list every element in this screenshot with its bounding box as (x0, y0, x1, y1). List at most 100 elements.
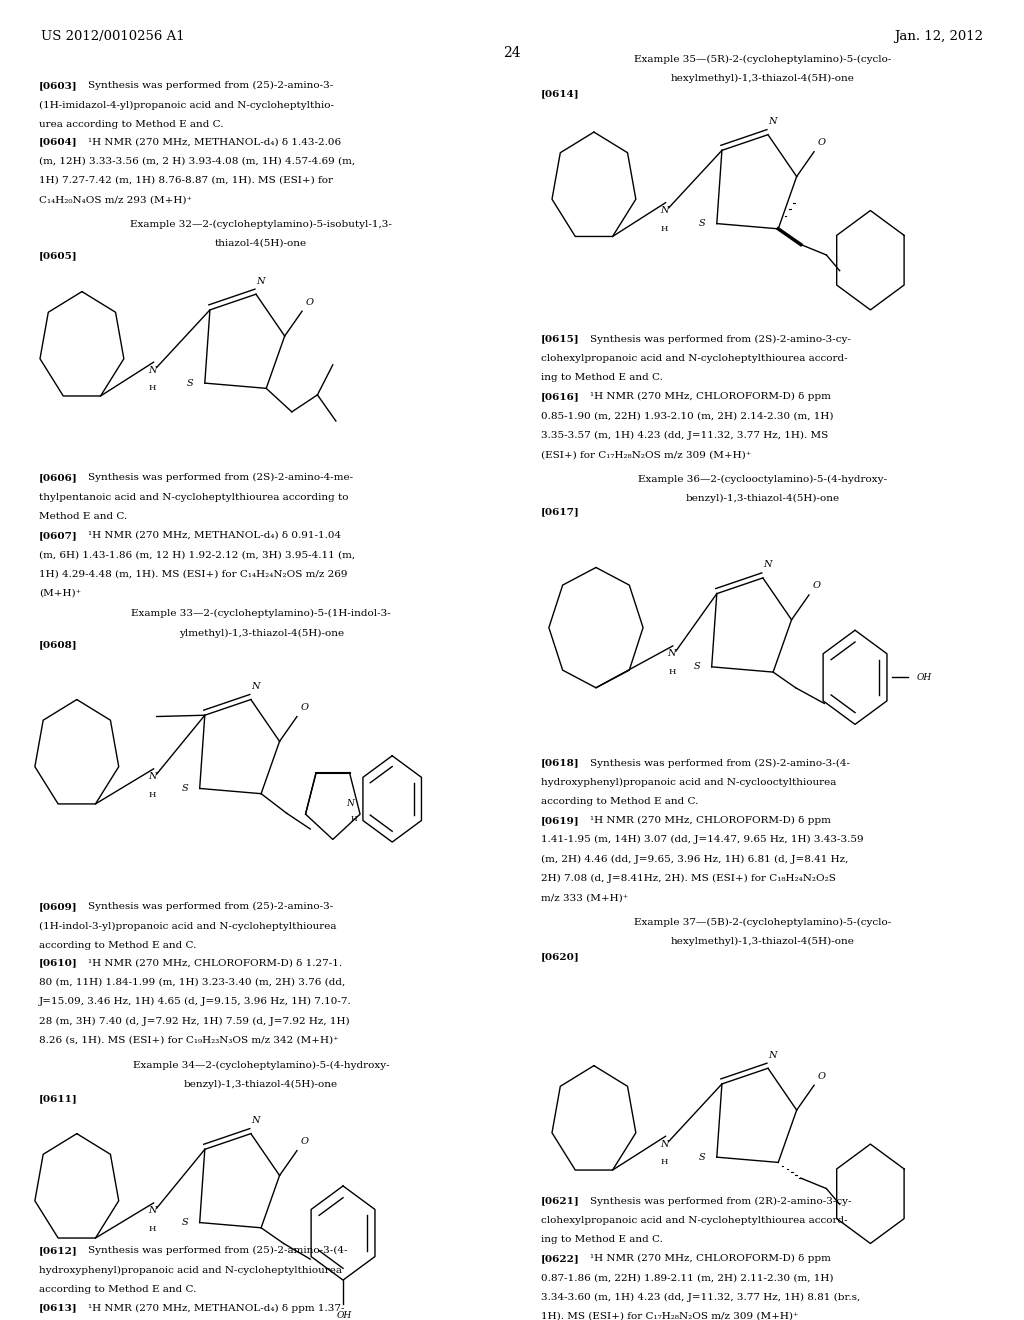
Text: [0611]: [0611] (39, 1094, 78, 1104)
Text: 0.85-1.90 (m, 22H) 1.93-2.10 (m, 2H) 2.14-2.30 (m, 1H): 0.85-1.90 (m, 22H) 1.93-2.10 (m, 2H) 2.1… (541, 412, 834, 421)
Text: ing to Method E and C.: ing to Method E and C. (541, 374, 663, 383)
Text: N: N (660, 1139, 669, 1148)
Text: H: H (350, 816, 357, 824)
Text: ¹H NMR (270 MHz, CHLOROFORM-D) δ ppm: ¹H NMR (270 MHz, CHLOROFORM-D) δ ppm (590, 392, 830, 401)
Text: [0618]: [0618] (541, 759, 580, 767)
Text: hexylmethyl)-1,3-thiazol-4(5H)-one: hexylmethyl)-1,3-thiazol-4(5H)-one (671, 74, 855, 83)
Text: Example 37—(5B)-2-(cycloheptylamino)-5-(cyclo-: Example 37—(5B)-2-(cycloheptylamino)-5-(… (634, 917, 892, 927)
Text: [0612]: [0612] (39, 1246, 78, 1255)
Text: according to Method E and C.: according to Method E and C. (39, 1284, 197, 1294)
Text: hexylmethyl)-1,3-thiazol-4(5H)-one: hexylmethyl)-1,3-thiazol-4(5H)-one (671, 937, 855, 946)
Text: 1H) 4.29-4.48 (m, 1H). MS (ESI+) for C₁₄H₂₄N₂OS m/z 269: 1H) 4.29-4.48 (m, 1H). MS (ESI+) for C₁₄… (39, 569, 347, 578)
Text: [0620]: [0620] (541, 952, 580, 961)
Text: 8.26 (s, 1H). MS (ESI+) for C₁₉H₂₃N₃OS m/z 342 (M+H)⁺: 8.26 (s, 1H). MS (ESI+) for C₁₉H₂₃N₃OS m… (39, 1036, 339, 1045)
Text: N: N (251, 1117, 259, 1125)
Text: ing to Method E and C.: ing to Method E and C. (541, 1236, 663, 1245)
Text: Example 33—2-(cycloheptylamino)-5-(1H-indol-3-: Example 33—2-(cycloheptylamino)-5-(1H-in… (131, 610, 391, 619)
Text: [0616]: [0616] (541, 392, 580, 401)
Text: 1H) 7.27-7.42 (m, 1H) 8.76-8.87 (m, 1H). MS (ESI+) for: 1H) 7.27-7.42 (m, 1H) 8.76-8.87 (m, 1H).… (39, 176, 333, 185)
Text: [0608]: [0608] (39, 640, 78, 649)
Text: S: S (187, 379, 194, 388)
Text: clohexylpropanoic acid and N-cycloheptylthiourea accord-: clohexylpropanoic acid and N-cycloheptyl… (541, 354, 847, 363)
Text: Synthesis was performed from (2S)-2-amino-4-me-: Synthesis was performed from (2S)-2-amin… (88, 474, 353, 482)
Text: OH: OH (916, 673, 932, 682)
Text: O: O (300, 702, 308, 711)
Text: m/z 333 (M+H)⁺: m/z 333 (M+H)⁺ (541, 894, 628, 903)
Text: hydroxyphenyl)propanoic acid and N-cycloheptylthiourea: hydroxyphenyl)propanoic acid and N-cyclo… (39, 1266, 342, 1275)
Text: clohexylpropanoic acid and N-cycloheptylthiourea accord-: clohexylpropanoic acid and N-cycloheptyl… (541, 1216, 847, 1225)
Text: ¹H NMR (270 MHz, METHANOL-d₄) δ ppm 1.37-: ¹H NMR (270 MHz, METHANOL-d₄) δ ppm 1.37… (88, 1304, 344, 1313)
Text: O: O (305, 297, 313, 306)
Text: O: O (817, 139, 825, 147)
Text: 3.34-3.60 (m, 1H) 4.23 (dd, J=11.32, 3.77 Hz, 1H) 8.81 (br.s,: 3.34-3.60 (m, 1H) 4.23 (dd, J=11.32, 3.7… (541, 1292, 860, 1302)
Text: ylmethyl)-1,3-thiazol-4(5H)-one: ylmethyl)-1,3-thiazol-4(5H)-one (178, 628, 344, 638)
Text: H: H (668, 668, 676, 676)
Text: H: H (148, 384, 157, 392)
Text: thiazol-4(5H)-one: thiazol-4(5H)-one (215, 239, 307, 248)
Text: S: S (182, 1218, 188, 1228)
Text: H: H (660, 1159, 669, 1167)
Text: Synthesis was performed from (2R)-2-amino-3-cy-: Synthesis was performed from (2R)-2-amin… (590, 1196, 851, 1205)
Text: (m, 12H) 3.33-3.56 (m, 2 H) 3.93-4.08 (m, 1H) 4.57-4.69 (m,: (m, 12H) 3.33-3.56 (m, 2 H) 3.93-4.08 (m… (39, 157, 355, 165)
Text: N: N (768, 117, 776, 127)
Text: N: N (660, 206, 669, 215)
Text: hydroxyphenyl)propanoic acid and N-cyclooctylthiourea: hydroxyphenyl)propanoic acid and N-cyclo… (541, 777, 836, 787)
Text: [0622]: [0622] (541, 1254, 580, 1263)
Text: 1H). MS (ESI+) for C₁₇H₂₈N₂OS m/z 309 (M+H)⁺: 1H). MS (ESI+) for C₁₇H₂₈N₂OS m/z 309 (M… (541, 1312, 798, 1320)
Text: N: N (346, 799, 353, 808)
Text: 80 (m, 11H) 1.84-1.99 (m, 1H) 3.23-3.40 (m, 2H) 3.76 (dd,: 80 (m, 11H) 1.84-1.99 (m, 1H) 3.23-3.40 … (39, 978, 345, 987)
Text: [0621]: [0621] (541, 1196, 580, 1205)
Text: [0606]: [0606] (39, 474, 78, 482)
Text: N: N (768, 1051, 776, 1060)
Text: ¹H NMR (270 MHz, METHANOL-d₄) δ 0.91-1.04: ¹H NMR (270 MHz, METHANOL-d₄) δ 0.91-1.0… (88, 531, 341, 540)
Text: Synthesis was performed from (2S)-2-amino-3-cy-: Synthesis was performed from (2S)-2-amin… (590, 335, 851, 343)
Text: OH: OH (337, 1312, 351, 1320)
Text: 1.41-1.95 (m, 14H) 3.07 (dd, J=14.47, 9.65 Hz, 1H) 3.43-3.59: 1.41-1.95 (m, 14H) 3.07 (dd, J=14.47, 9.… (541, 836, 863, 845)
Text: (m, 2H) 4.46 (dd, J=9.65, 3.96 Hz, 1H) 6.81 (d, J=8.41 Hz,: (m, 2H) 4.46 (dd, J=9.65, 3.96 Hz, 1H) 6… (541, 854, 848, 863)
Text: Example 36—2-(cyclooctylamino)-5-(4-hydroxy-: Example 36—2-(cyclooctylamino)-5-(4-hydr… (638, 475, 888, 483)
Text: (ESI+) for C₁₇H₂₈N₂OS m/z 309 (M+H)⁺: (ESI+) for C₁₇H₂₈N₂OS m/z 309 (M+H)⁺ (541, 450, 751, 459)
Text: according to Method E and C.: according to Method E and C. (39, 941, 197, 950)
Text: [0603]: [0603] (39, 81, 78, 90)
Text: according to Method E and C.: according to Method E and C. (541, 797, 698, 807)
Text: benzyl)-1,3-thiazol-4(5H)-one: benzyl)-1,3-thiazol-4(5H)-one (184, 1080, 338, 1089)
Text: N: N (148, 1206, 157, 1216)
Text: [0609]: [0609] (39, 902, 78, 911)
Text: S: S (182, 784, 188, 793)
Text: S: S (694, 663, 700, 672)
Text: Example 32—2-(cycloheptylamino)-5-isobutyl-1,3-: Example 32—2-(cycloheptylamino)-5-isobut… (130, 219, 392, 228)
Text: N: N (251, 682, 259, 690)
Text: ¹H NMR (270 MHz, METHANOL-d₄) δ 1.43-2.06: ¹H NMR (270 MHz, METHANOL-d₄) δ 1.43-2.0… (88, 137, 341, 147)
Text: ¹H NMR (270 MHz, CHLOROFORM-D) δ ppm: ¹H NMR (270 MHz, CHLOROFORM-D) δ ppm (590, 1254, 830, 1263)
Text: [0610]: [0610] (39, 958, 78, 968)
Text: Synthesis was performed from (25)-2-amino-3-: Synthesis was performed from (25)-2-amin… (88, 902, 334, 911)
Text: H: H (148, 791, 157, 799)
Text: 24: 24 (503, 46, 521, 59)
Text: N: N (256, 277, 264, 285)
Text: (M+H)⁺: (M+H)⁺ (39, 589, 81, 598)
Text: O: O (300, 1137, 308, 1146)
Text: urea according to Method E and C.: urea according to Method E and C. (39, 120, 223, 129)
Text: 3.35-3.57 (m, 1H) 4.23 (dd, J=11.32, 3.77 Hz, 1H). MS: 3.35-3.57 (m, 1H) 4.23 (dd, J=11.32, 3.7… (541, 430, 828, 440)
Text: ¹H NMR (270 MHz, CHLOROFORM-D) δ 1.27-1.: ¹H NMR (270 MHz, CHLOROFORM-D) δ 1.27-1. (88, 958, 342, 968)
Text: O: O (817, 1072, 825, 1081)
Text: S: S (699, 1152, 706, 1162)
Text: Synthesis was performed from (2S)-2-amino-3-(4-: Synthesis was performed from (2S)-2-amin… (590, 759, 850, 767)
Text: US 2012/0010256 A1: US 2012/0010256 A1 (41, 30, 184, 44)
Text: 0.87-1.86 (m, 22H) 1.89-2.11 (m, 2H) 2.11-2.30 (m, 1H): 0.87-1.86 (m, 22H) 1.89-2.11 (m, 2H) 2.1… (541, 1274, 834, 1282)
Text: Example 34—2-(cycloheptylamino)-5-(4-hydroxy-: Example 34—2-(cycloheptylamino)-5-(4-hyd… (133, 1060, 389, 1069)
Text: (1H-imidazol-4-yl)propanoic acid and N-cycloheptylthio-: (1H-imidazol-4-yl)propanoic acid and N-c… (39, 100, 334, 110)
Text: ¹H NMR (270 MHz, CHLOROFORM-D) δ ppm: ¹H NMR (270 MHz, CHLOROFORM-D) δ ppm (590, 816, 830, 825)
Text: Synthesis was performed from (25)-2-amino-3-(4-: Synthesis was performed from (25)-2-amin… (88, 1246, 347, 1255)
Text: O: O (812, 581, 820, 590)
Text: Synthesis was performed from (25)-2-amino-3-: Synthesis was performed from (25)-2-amin… (88, 81, 334, 90)
Text: Example 35—(5R)-2-(cycloheptylamino)-5-(cyclo-: Example 35—(5R)-2-(cycloheptylamino)-5-(… (634, 55, 892, 65)
Text: (1H-indol-3-yl)propanoic acid and N-cycloheptylthiourea: (1H-indol-3-yl)propanoic acid and N-cycl… (39, 921, 337, 931)
Text: H: H (660, 224, 669, 232)
Text: benzyl)-1,3-thiazol-4(5H)-one: benzyl)-1,3-thiazol-4(5H)-one (686, 494, 840, 503)
Text: [0605]: [0605] (39, 251, 78, 260)
Text: [0615]: [0615] (541, 335, 580, 343)
Text: 28 (m, 3H) 7.40 (d, J=7.92 Hz, 1H) 7.59 (d, J=7.92 Hz, 1H): 28 (m, 3H) 7.40 (d, J=7.92 Hz, 1H) 7.59 … (39, 1016, 349, 1026)
Text: (m, 6H) 1.43-1.86 (m, 12 H) 1.92-2.12 (m, 3H) 3.95-4.11 (m,: (m, 6H) 1.43-1.86 (m, 12 H) 1.92-2.12 (m… (39, 550, 355, 560)
Text: [0613]: [0613] (39, 1304, 78, 1312)
